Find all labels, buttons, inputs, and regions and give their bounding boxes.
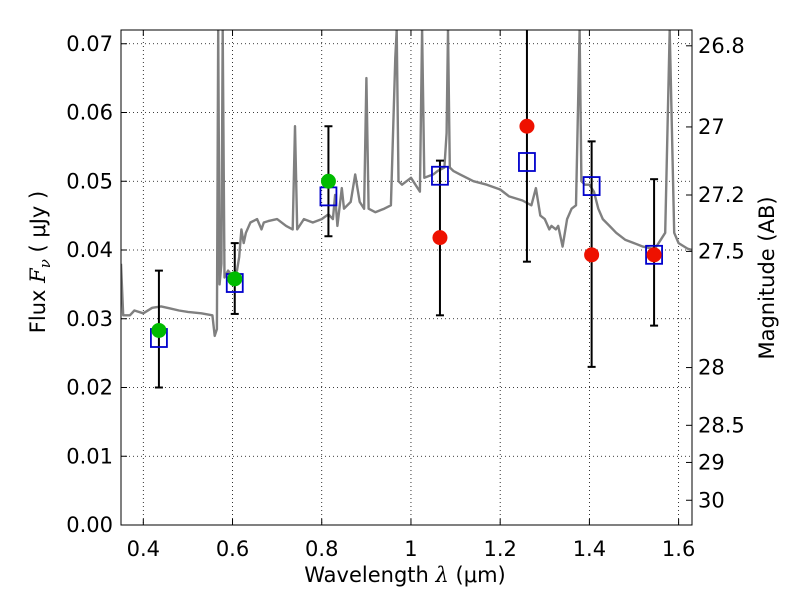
x-tick-label: 1.6: [662, 537, 695, 561]
y-axis-right-label: Magnitude (AB): [755, 196, 779, 359]
nondetection-point: [519, 118, 535, 134]
right-tick-label: 26.8: [698, 34, 745, 58]
model-photometry-square: [518, 152, 536, 172]
detection-point: [320, 173, 336, 189]
y-tick-label: 0.02: [66, 376, 113, 400]
y-axis-label-unit: ( μJy ): [26, 191, 50, 253]
model-photometry-square: [582, 176, 601, 196]
nondetection-point: [584, 247, 600, 263]
x-tick-label: 0.6: [216, 537, 249, 561]
right-tick-label: 27.2: [698, 183, 745, 207]
y-tick-label: 0.04: [66, 238, 113, 262]
x-axis-label-symbol: λ: [435, 563, 449, 587]
spectrum-line-group: [121, 30, 692, 338]
y-tick-label: 0.01: [66, 444, 113, 468]
y-tick-label: 0.07: [66, 32, 113, 56]
y-axis-label: Flux Fν ( μJy ): [26, 191, 54, 333]
x-axis-label-unit: (μm): [456, 563, 506, 587]
y-axis-label-symbol: F: [26, 267, 50, 284]
detection-point: [227, 271, 243, 287]
y-tick-label: 0.05: [66, 169, 113, 193]
plot-frame: [120, 29, 693, 526]
nondetection-point: [646, 247, 662, 263]
x-axis-label: Wavelength λ (μm): [304, 563, 505, 587]
x-tick-label: 1.4: [573, 537, 606, 561]
y-tick-label: 0.06: [66, 101, 113, 125]
x-tick-label: 0.4: [127, 537, 160, 561]
model-photometry-square: [645, 244, 663, 265]
x-tick-label: 0.8: [305, 537, 338, 561]
markers-group: [150, 30, 663, 389]
detection-point: [151, 322, 167, 338]
ticks-group: 0.4 0.6 0.8 1 1.2 1.4 1.6 0.00 0.01 0.02 0.03 0.04 0…: [66, 30, 745, 561]
right-tick-label: 29: [698, 450, 725, 474]
y-axis-label-text: Flux: [26, 290, 50, 334]
nondetection-point: [432, 230, 448, 246]
x-tick-label: 1.2: [483, 537, 516, 561]
right-tick-label: 30: [698, 488, 725, 512]
grid-lines: [121, 30, 692, 525]
right-tick-label: 28.5: [698, 413, 745, 437]
y-tick-label: 0.03: [66, 307, 113, 331]
y-axis-label-subscript: ν: [36, 259, 54, 268]
spectrum-line: [121, 30, 692, 338]
x-tick-label: 1: [404, 537, 417, 561]
right-tick-label: 27.5: [698, 239, 745, 263]
y-tick-label: 0.00: [66, 513, 113, 537]
right-tick-label: 28: [698, 356, 725, 380]
right-tick-label: 27: [698, 115, 725, 139]
model-photometry-square: [431, 165, 449, 186]
x-axis-label-text: Wavelength: [304, 563, 429, 587]
